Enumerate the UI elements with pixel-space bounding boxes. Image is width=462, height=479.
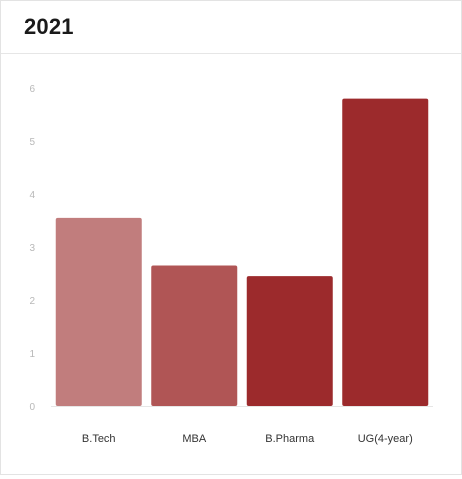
bar-b-pharma[interactable] (246, 276, 333, 406)
y-tick-label: 3 (29, 243, 35, 254)
y-tick-label: 6 (29, 84, 35, 95)
x-tick-label: B.Pharma (265, 433, 315, 445)
x-tick-label: UG(4-year) (358, 433, 413, 445)
bar-mba[interactable] (151, 265, 238, 406)
x-tick-label: MBA (182, 433, 207, 445)
card-title: 2021 (24, 14, 74, 39)
y-tick-label: 4 (29, 190, 35, 201)
chart-area: 0 1 2 3 4 5 6 B.Tech MBA B.Pharma UG(4-year) (1, 54, 461, 474)
y-tick-label: 0 (29, 402, 35, 413)
card-header: 2021 (1, 1, 461, 54)
bar-b-tech[interactable] (55, 217, 142, 406)
y-tick-label: 5 (29, 137, 35, 148)
bar-chart: 0 1 2 3 4 5 6 B.Tech MBA B.Pharma UG(4-year) (29, 84, 433, 445)
x-tick-label: B.Tech (82, 433, 116, 445)
y-tick-label: 2 (29, 296, 35, 307)
y-tick-label: 1 (29, 349, 35, 360)
bar-ug-4-year[interactable] (342, 98, 429, 406)
